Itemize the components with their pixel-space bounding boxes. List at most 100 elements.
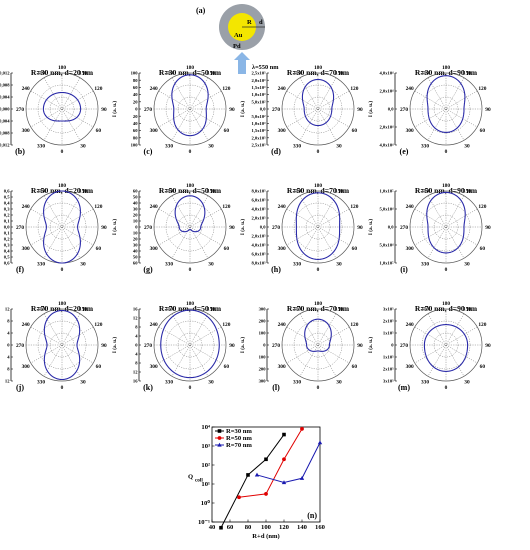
radial-tick-label: 0,004 [0, 95, 10, 100]
radial-tick-label: 0 [391, 343, 394, 348]
angle-tick-label: 300 [406, 246, 414, 252]
radial-axis-label: I (a. u.) [239, 337, 246, 353]
angle-tick-label: 210 [37, 71, 45, 77]
y-tick-label: 10⁻¹ [198, 519, 210, 526]
angle-tick-label: 30 [208, 261, 214, 267]
intensity-curve [43, 190, 81, 264]
angle-tick-label: 180 [314, 183, 322, 189]
angle-tick-label: 60 [352, 246, 358, 252]
data-point [317, 440, 323, 445]
panel-label: (h) [271, 265, 281, 274]
polar-chart: R=30 nm, d=70 nm180150120906030033030027… [239, 65, 363, 156]
angle-tick-label: 90 [229, 343, 235, 349]
radial-tick-label: 0,2 [4, 213, 10, 218]
angle-tick-label: 30 [336, 261, 342, 267]
polar-chart: R=50 nm, d=20 nm180150120906030033030027… [4, 183, 107, 274]
angle-tick-label: 30 [464, 379, 470, 385]
radial-tick-label: 12 [133, 370, 138, 375]
x-tick-label: 80 [245, 524, 252, 531]
angle-tick-label: 0 [317, 267, 320, 273]
grid-spoke [414, 208, 478, 246]
angle-tick-label: 30 [208, 379, 214, 385]
line-plot-panel-n: 40 60 80 100 120 140 160 10⁻¹ 10⁰ 10¹ 10² 10³ 10⁴ R+d… [188, 424, 326, 540]
angle-tick-label: 270 [16, 107, 24, 113]
radial-tick-label: 0,4 [4, 249, 10, 254]
angle-tick-label: 60 [96, 246, 102, 252]
core-shell-schematic: (a) R d Au Pd λ=550 nm [196, 4, 279, 74]
polar-chart: R=50 nm, d=70 nm180150120906030033030027… [239, 183, 363, 274]
radial-tick-label: 2,0x10³ [251, 216, 266, 221]
chart-title: R=30 nm, d=90 nm [415, 68, 478, 77]
angle-tick-label: 120 [222, 322, 230, 328]
radial-axis-label: I (a. u.) [367, 337, 374, 353]
radial-tick-label: 40 [133, 201, 138, 206]
polar-chart: R=70 nm, d=70 nm180150120906030033030027… [239, 301, 363, 392]
angle-tick-label: 90 [101, 225, 107, 231]
angle-tick-label: 90 [229, 107, 235, 113]
y-axis-label: Q [188, 474, 193, 481]
radial-tick-label: 0,004 [0, 119, 10, 124]
angle-tick-label: 90 [357, 225, 363, 231]
series-line [220, 434, 285, 528]
radial-tick-label: 2,0x10³ [251, 78, 266, 83]
y-tick-label: 10² [201, 462, 210, 469]
radial-tick-label: 60 [133, 128, 138, 133]
angle-tick-label: 120 [222, 86, 230, 92]
angle-tick-label: 180 [442, 183, 450, 189]
radial-tick-label: 5,0x10⁴ [379, 207, 394, 212]
intensity-curve [42, 91, 82, 122]
legend-label: R=70 nm [226, 442, 252, 449]
intensity-curve [426, 191, 466, 254]
radial-tick-label: 0,4 [4, 201, 10, 206]
radial-tick-label: 2x10³ [383, 319, 394, 324]
angle-tick-label: 300 [22, 364, 30, 370]
radial-tick-label: 40 [133, 121, 138, 126]
radial-tick-label: 100 [131, 71, 139, 76]
angle-tick-label: 90 [101, 107, 107, 113]
radial-tick-label: 0,012 [0, 143, 10, 148]
angle-tick-label: 330 [421, 143, 429, 149]
panel-label: (i) [400, 265, 408, 274]
angle-tick-label: 270 [272, 225, 280, 231]
angle-tick-label: 240 [278, 322, 286, 328]
angle-tick-label: 0 [189, 267, 192, 273]
angle-tick-label: 240 [406, 204, 414, 210]
angle-tick-label: 180 [58, 183, 66, 189]
polar-chart: R=50 nm, d=90 nm180150120906030033030027… [367, 183, 491, 274]
angle-tick-label: 0 [61, 149, 64, 155]
radial-tick-label: 12 [5, 307, 10, 312]
panel-label: (c) [144, 147, 153, 156]
angle-tick-label: 30 [336, 143, 342, 149]
angle-tick-label: 30 [336, 379, 342, 385]
angle-tick-label: 0 [445, 267, 448, 273]
angle-tick-label: 150 [79, 71, 87, 77]
angle-tick-label: 30 [80, 379, 86, 385]
angle-tick-label: 330 [421, 379, 429, 385]
x-tick-label: 100 [261, 524, 272, 531]
angle-tick-label: 30 [80, 143, 86, 149]
intensity-curve [43, 309, 81, 381]
angle-tick-label: 30 [208, 143, 214, 149]
radial-tick-label: 8 [135, 361, 138, 366]
x-tick-label: 120 [279, 524, 290, 531]
radial-tick-label: 100 [131, 143, 139, 148]
radial-tick-label: 5,0x10² [251, 114, 266, 119]
grid-spoke [30, 208, 94, 246]
radial-tick-label: 100 [259, 355, 267, 360]
panel-label: (g) [143, 265, 153, 274]
angle-tick-label: 270 [144, 343, 152, 349]
angle-tick-label: 150 [335, 307, 343, 313]
radial-tick-label: 50 [133, 255, 138, 260]
angle-tick-label: 60 [480, 364, 486, 370]
angle-tick-label: 240 [278, 204, 286, 210]
data-point [282, 432, 286, 437]
radial-tick-label: 2,0x10³ [251, 234, 266, 239]
angle-tick-label: 270 [400, 225, 408, 231]
angle-tick-label: 330 [421, 261, 429, 267]
radial-tick-label: 0,012 [0, 71, 10, 76]
radial-axis-label: I (a. u.) [111, 101, 118, 117]
angle-tick-label: 210 [421, 307, 429, 313]
panel-label: (k) [143, 383, 153, 392]
angle-tick-label: 0 [189, 149, 192, 155]
radial-axis-label: I (a. u.) [367, 219, 374, 235]
